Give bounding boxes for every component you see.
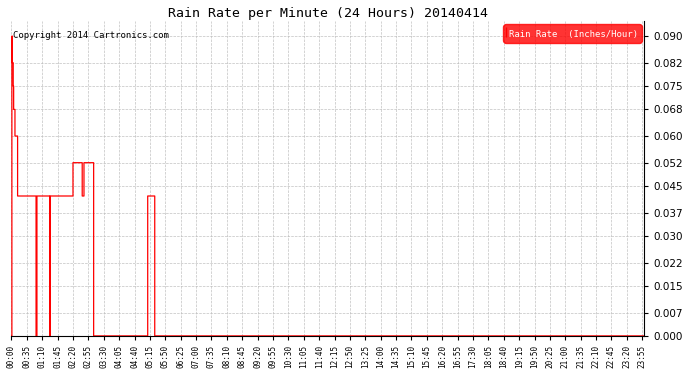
Legend: Rain Rate  (Inches/Hour): Rain Rate (Inches/Hour) xyxy=(503,24,642,42)
Text: Copyright 2014 Cartronics.com: Copyright 2014 Cartronics.com xyxy=(12,30,168,39)
Title: Rain Rate per Minute (24 Hours) 20140414: Rain Rate per Minute (24 Hours) 20140414 xyxy=(168,7,488,20)
